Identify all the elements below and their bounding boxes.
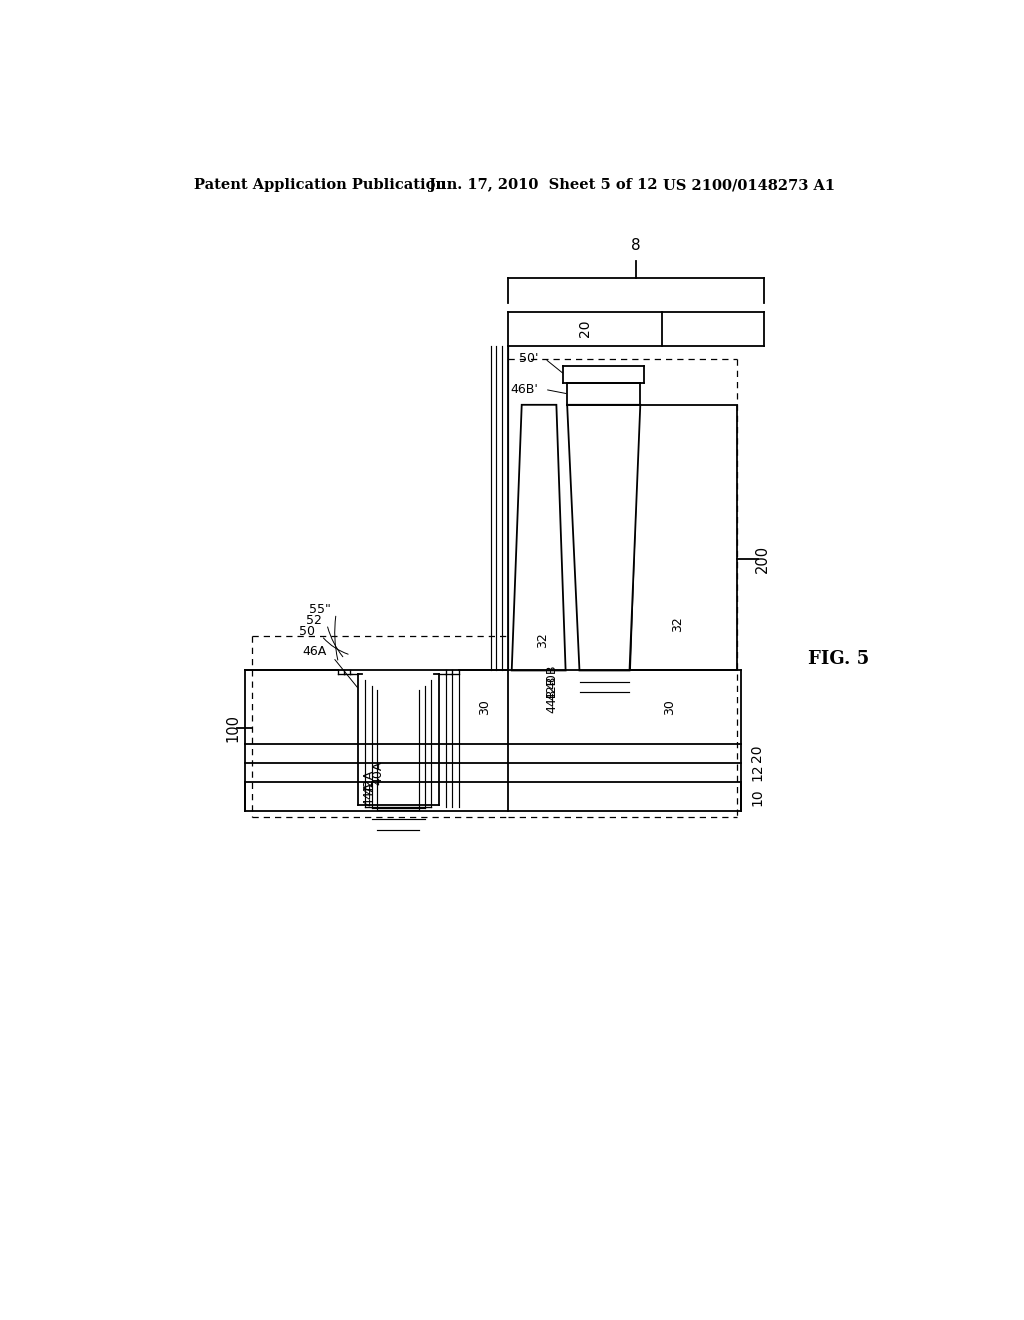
Polygon shape [630,405,737,671]
Text: 32: 32 [536,632,549,648]
Text: 30: 30 [478,698,492,714]
Text: 20: 20 [751,744,764,762]
Text: 42B: 42B [545,676,558,700]
Text: 42A: 42A [362,770,376,795]
Text: 32: 32 [671,616,684,632]
Text: 55": 55" [309,603,331,616]
Text: 20: 20 [578,319,592,338]
Text: 44B: 44B [545,689,558,713]
Text: 30: 30 [664,698,676,714]
Text: 40A: 40A [372,760,385,785]
Text: 46A: 46A [303,644,327,657]
Text: 10: 10 [751,788,764,805]
Text: 44A: 44A [362,781,376,805]
Text: 50: 50 [299,626,315,639]
Text: 40B: 40B [545,664,558,689]
Text: 200: 200 [755,545,769,573]
Text: FIG. 5: FIG. 5 [808,649,869,668]
Text: 12: 12 [751,763,764,781]
Text: Patent Application Publication: Patent Application Publication [195,178,446,193]
Text: Jun. 17, 2010  Sheet 5 of 12: Jun. 17, 2010 Sheet 5 of 12 [429,178,658,193]
Text: 50': 50' [519,352,539,366]
Polygon shape [512,405,565,671]
Text: 100: 100 [225,714,241,742]
Text: 8: 8 [631,238,640,253]
Text: 46B': 46B' [511,383,539,396]
Polygon shape [567,405,640,671]
Text: 52: 52 [305,614,322,627]
Text: US 2100/0148273 A1: US 2100/0148273 A1 [664,178,836,193]
